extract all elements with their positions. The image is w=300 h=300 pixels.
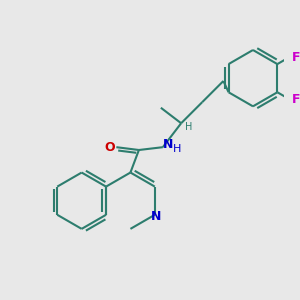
- Text: N: N: [163, 138, 174, 152]
- Text: F: F: [292, 93, 300, 106]
- Text: H: H: [185, 122, 193, 132]
- Text: F: F: [292, 50, 300, 64]
- Text: N: N: [151, 210, 161, 223]
- Text: H: H: [173, 144, 181, 154]
- Text: O: O: [104, 141, 115, 154]
